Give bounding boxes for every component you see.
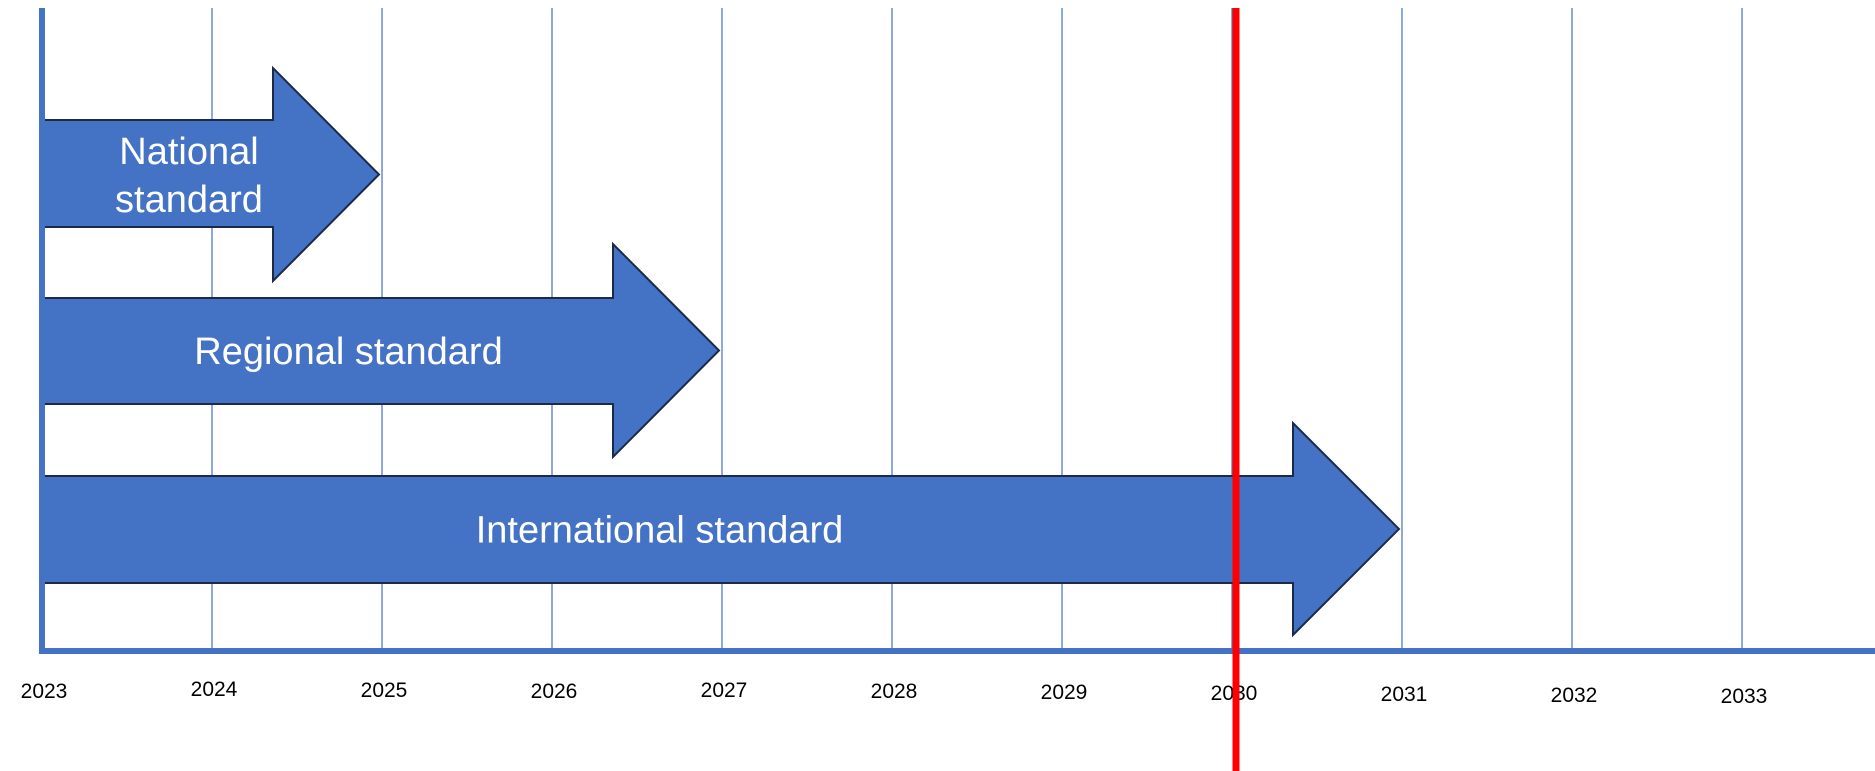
year-label-2024: 2024: [191, 678, 238, 701]
arrow-label: National: [119, 131, 258, 173]
standard-arrows: National standard Regional standard Interna…: [39, 65, 1401, 638]
timeline-axes: [39, 8, 1875, 654]
year-label-2023: 2023: [21, 680, 68, 703]
arrow-national-standard: National standard: [39, 65, 381, 284]
year-label-2029: 2029: [1041, 681, 1088, 704]
year-label-2033: 2033: [1721, 685, 1768, 708]
year-label-2025: 2025: [361, 679, 408, 702]
arrow-shape: [39, 241, 721, 460]
arrow-international-standard: International standard: [39, 420, 1401, 638]
arrow-regional-standard: Regional standard: [39, 241, 721, 460]
year-labels: 2023202420252026202720282029203020312032…: [21, 678, 1768, 708]
arrow-label: Regional standard: [194, 331, 502, 373]
year-label-2028: 2028: [871, 680, 918, 703]
year-label-2027: 2027: [701, 679, 748, 702]
arrow-shape: [39, 65, 381, 284]
arrow-shape: [39, 420, 1401, 638]
arrow-label: International standard: [476, 510, 844, 552]
year-label-2032: 2032: [1551, 684, 1598, 707]
year-label-2031: 2031: [1381, 683, 1428, 706]
arrow-label: standard: [115, 179, 263, 221]
year-gridlines: [211, 8, 1743, 651]
year-label-2026: 2026: [531, 680, 578, 703]
